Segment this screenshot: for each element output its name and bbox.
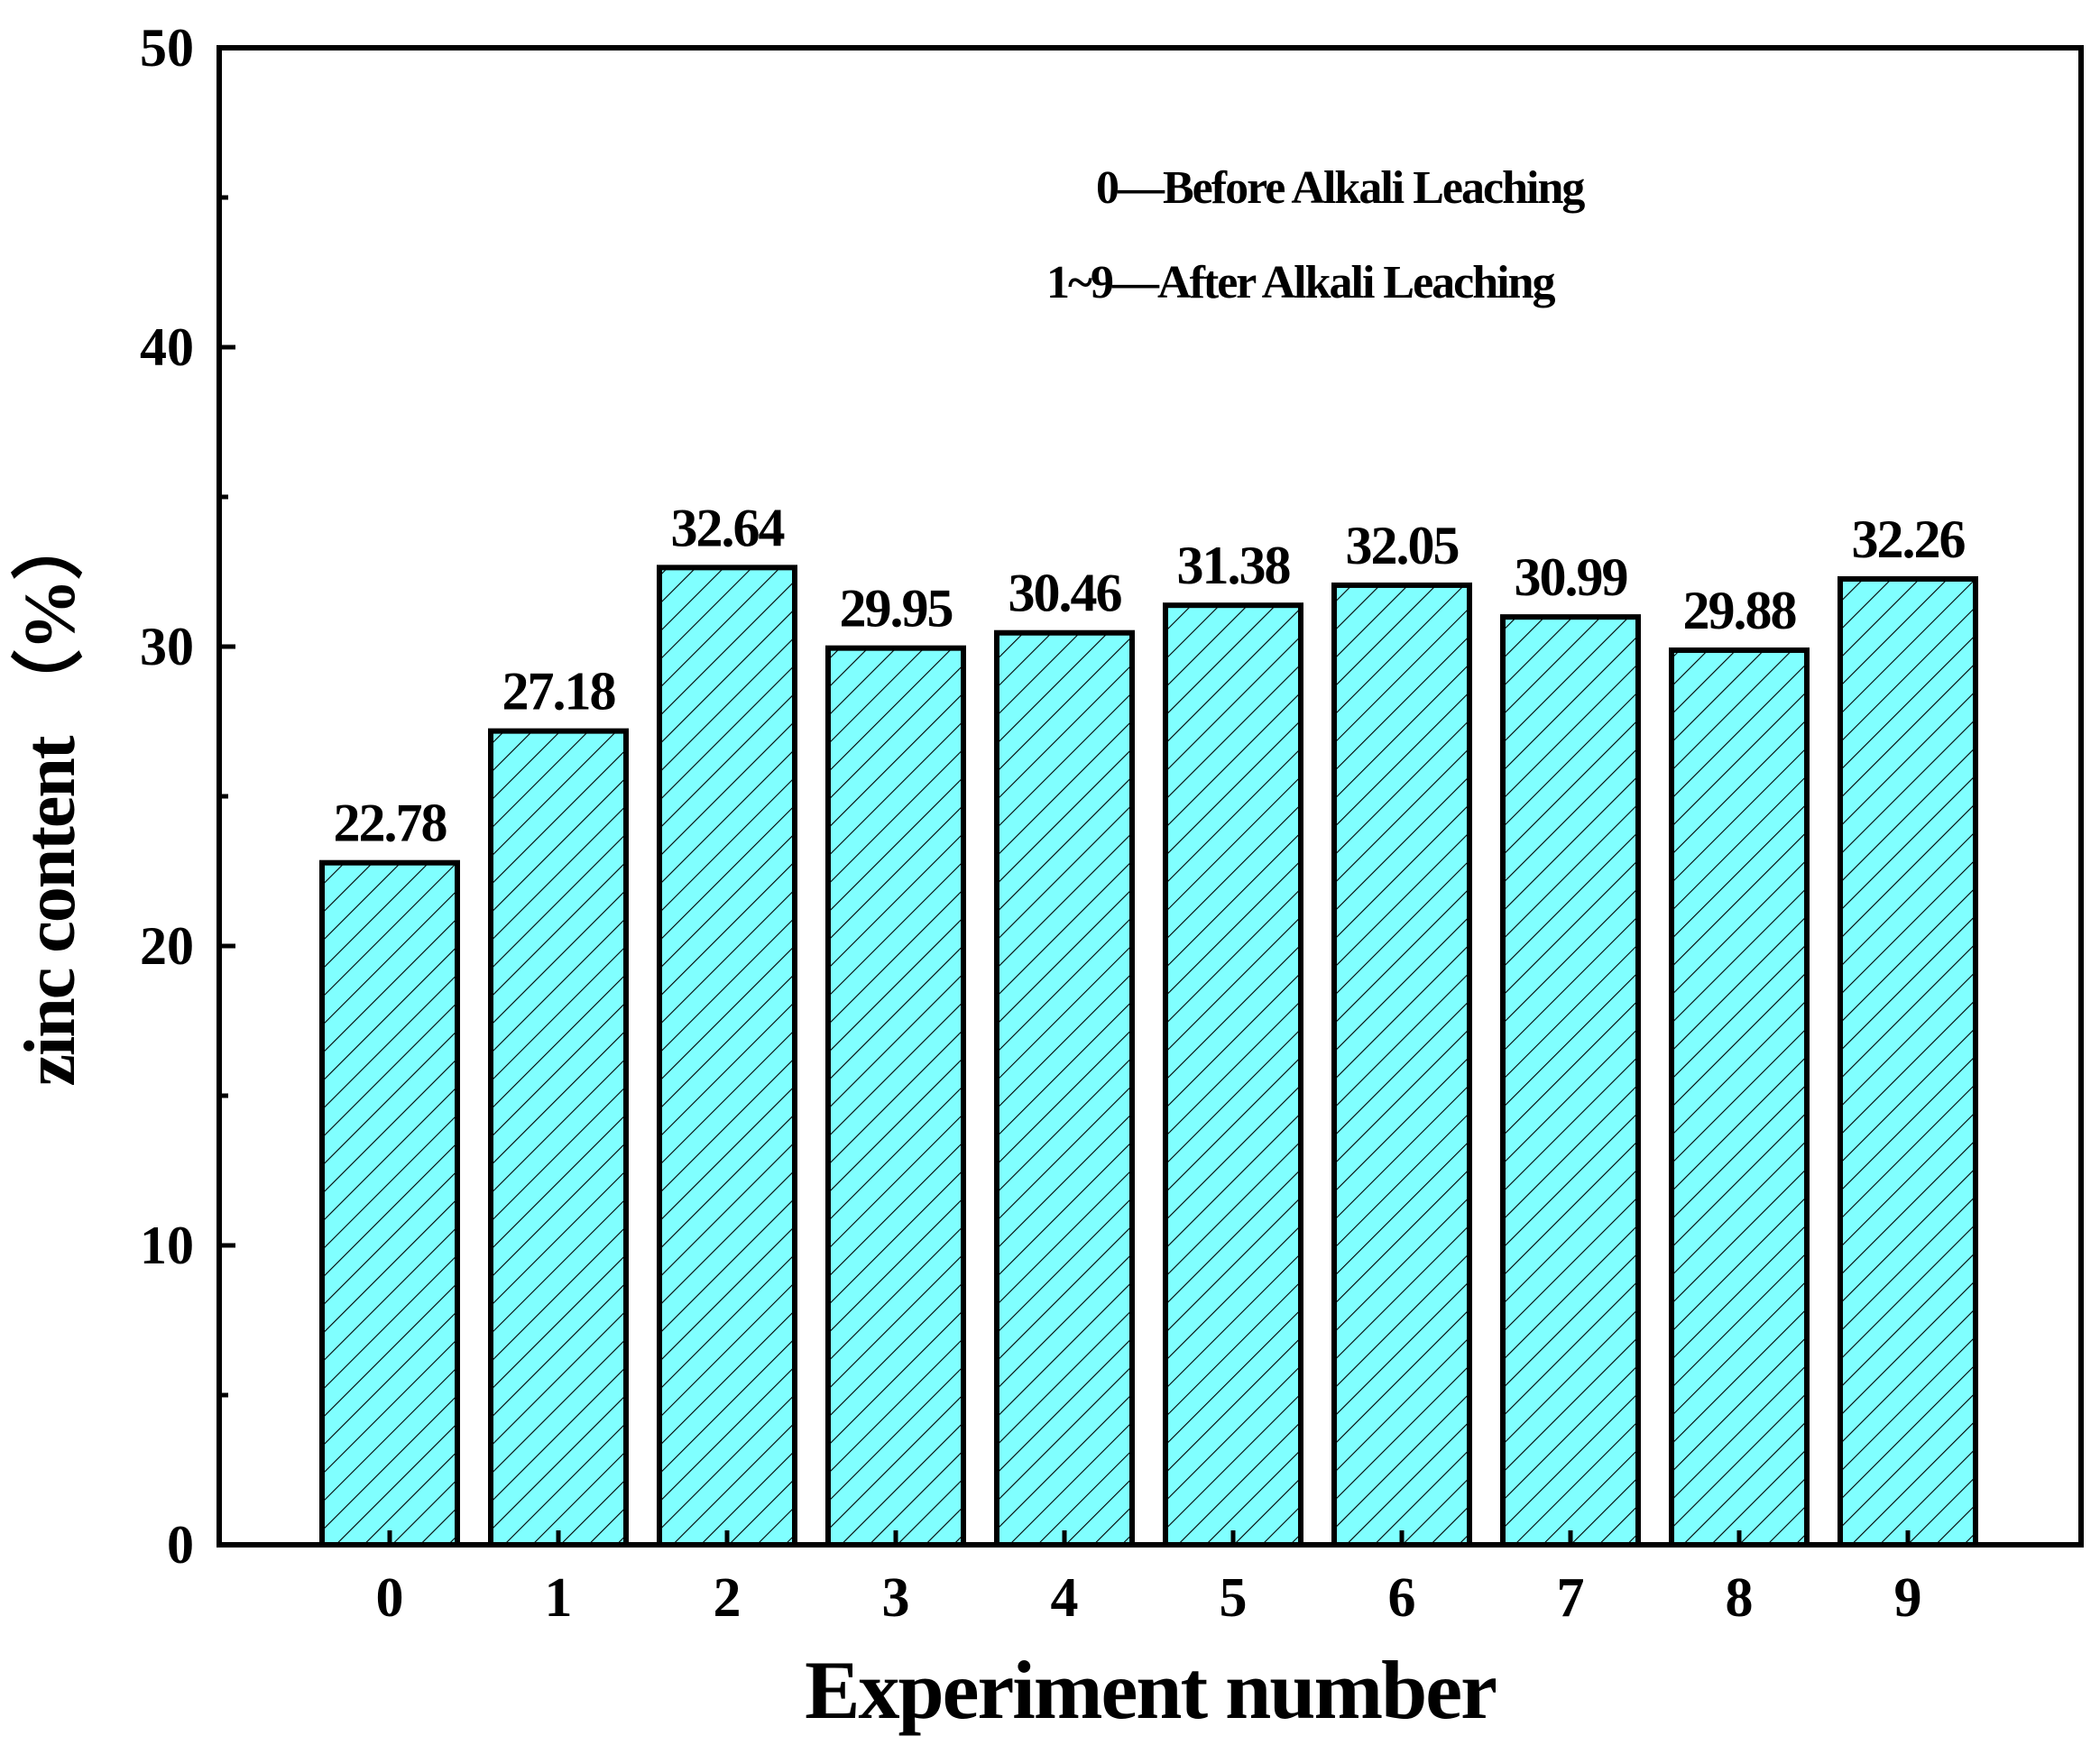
data-label-1: 27.18 [502,662,616,721]
data-label-3: 29.95 [840,579,953,638]
annotation-line-1: 0—Before Alkali Leaching [1096,162,1585,214]
y-tick-label-40: 40 [140,317,194,377]
y-tick-label-0: 0 [167,1515,194,1575]
bar-4 [994,629,1135,1548]
data-labels-group: 22.78 27.18 32.64 29.95 30.46 31.38 32.05 30.99… [334,498,1967,853]
y-axis-ticks: 0 10 20 30 40 50 [140,18,235,1575]
bar-8 [1669,647,1810,1548]
bar-3 [825,645,966,1548]
x-tick-label-6: 6 [1388,1567,1416,1629]
x-tick-label-2: 2 [714,1567,741,1629]
bars-group [319,565,1978,1548]
x-tick-label-0: 0 [376,1567,404,1629]
bar-0 [319,859,460,1548]
bar-9 [1838,575,1978,1548]
x-tick-label-7: 7 [1557,1567,1585,1629]
x-tick-label-4: 4 [1051,1567,1079,1629]
x-axis-title: Experiment number [805,1644,1496,1736]
y-tick-label-20: 20 [140,916,194,976]
x-tick-label-5: 5 [1220,1567,1248,1629]
x-tick-label-9: 9 [1894,1567,1922,1629]
data-label-0: 22.78 [334,794,447,853]
data-label-6: 32.05 [1346,516,1459,575]
bar-7 [1500,614,1641,1548]
y-tick-label-10: 10 [140,1216,194,1275]
x-tick-label-1: 1 [545,1567,573,1629]
data-label-2: 32.64 [671,498,785,557]
y-tick-label-30: 30 [140,617,194,676]
x-tick-label-8: 8 [1726,1567,1754,1629]
data-label-4: 30.46 [1009,564,1122,623]
data-label-9: 32.26 [1852,510,1966,569]
y-tick-label-50: 50 [140,18,194,78]
x-axis-ticks: 0 1 2 3 4 5 6 7 8 9 [376,1530,1922,1629]
data-label-7: 30.99 [1515,547,1627,607]
annotation-line-2: 1~9—After Alkali Leaching [1046,257,1556,308]
bar-1 [488,728,629,1548]
bar-2 [657,565,797,1548]
x-tick-label-3: 3 [882,1567,910,1629]
data-label-5: 31.38 [1177,536,1291,595]
data-label-8: 29.88 [1683,581,1797,640]
bar-5 [1163,602,1303,1548]
y-axis-title: zinc content （%） [11,510,90,1086]
bar-6 [1331,582,1472,1548]
